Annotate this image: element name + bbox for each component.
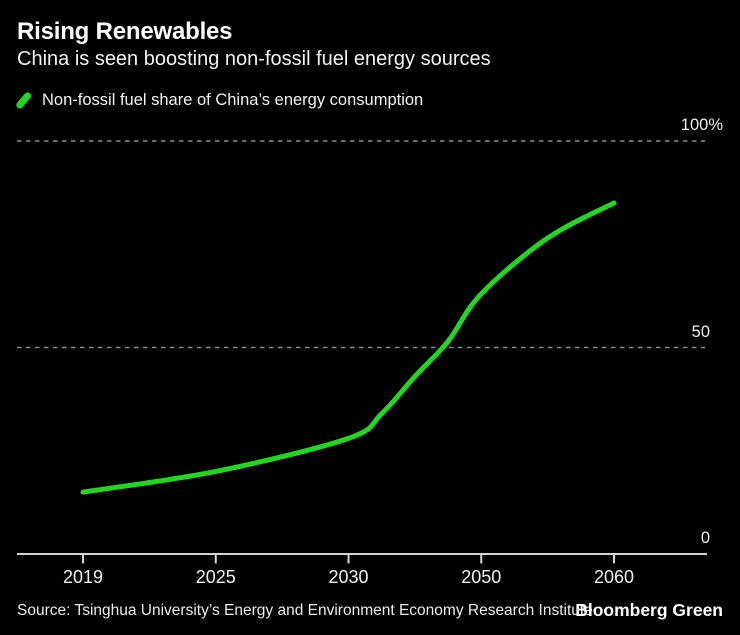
x-axis-label-2030: 2030 — [328, 567, 369, 587]
gridline-layer — [17, 140, 705, 349]
x-axis-label-2060: 2060 — [593, 567, 635, 587]
legend: Non-fossil fuel share of China’s energy … — [14, 88, 423, 112]
x-axis-label-2019: 2019 — [62, 567, 104, 587]
x-axis — [17, 553, 707, 564]
legend-label: Non-fossil fuel share of China’s energy … — [42, 90, 424, 109]
chart-title: Rising Renewables — [17, 18, 233, 45]
series-line-layer — [80, 200, 617, 495]
y-axis-label-100: 100% — [680, 116, 723, 134]
bloomberg-green-logo: Bloomberg Green — [575, 600, 723, 620]
x-axis-label-2025: 2025 — [195, 567, 236, 587]
x-axis-label-2050: 2050 — [461, 567, 502, 587]
series-line — [80, 200, 617, 495]
y-axis-label-50: 50 — [691, 322, 710, 341]
source-note: Source: Tsinghua University’s Energy and… — [17, 602, 593, 619]
y-axis-label-0: 0 — [700, 529, 710, 547]
chart-subtitle: China is seen boosting non-fossil fuel e… — [17, 48, 491, 70]
